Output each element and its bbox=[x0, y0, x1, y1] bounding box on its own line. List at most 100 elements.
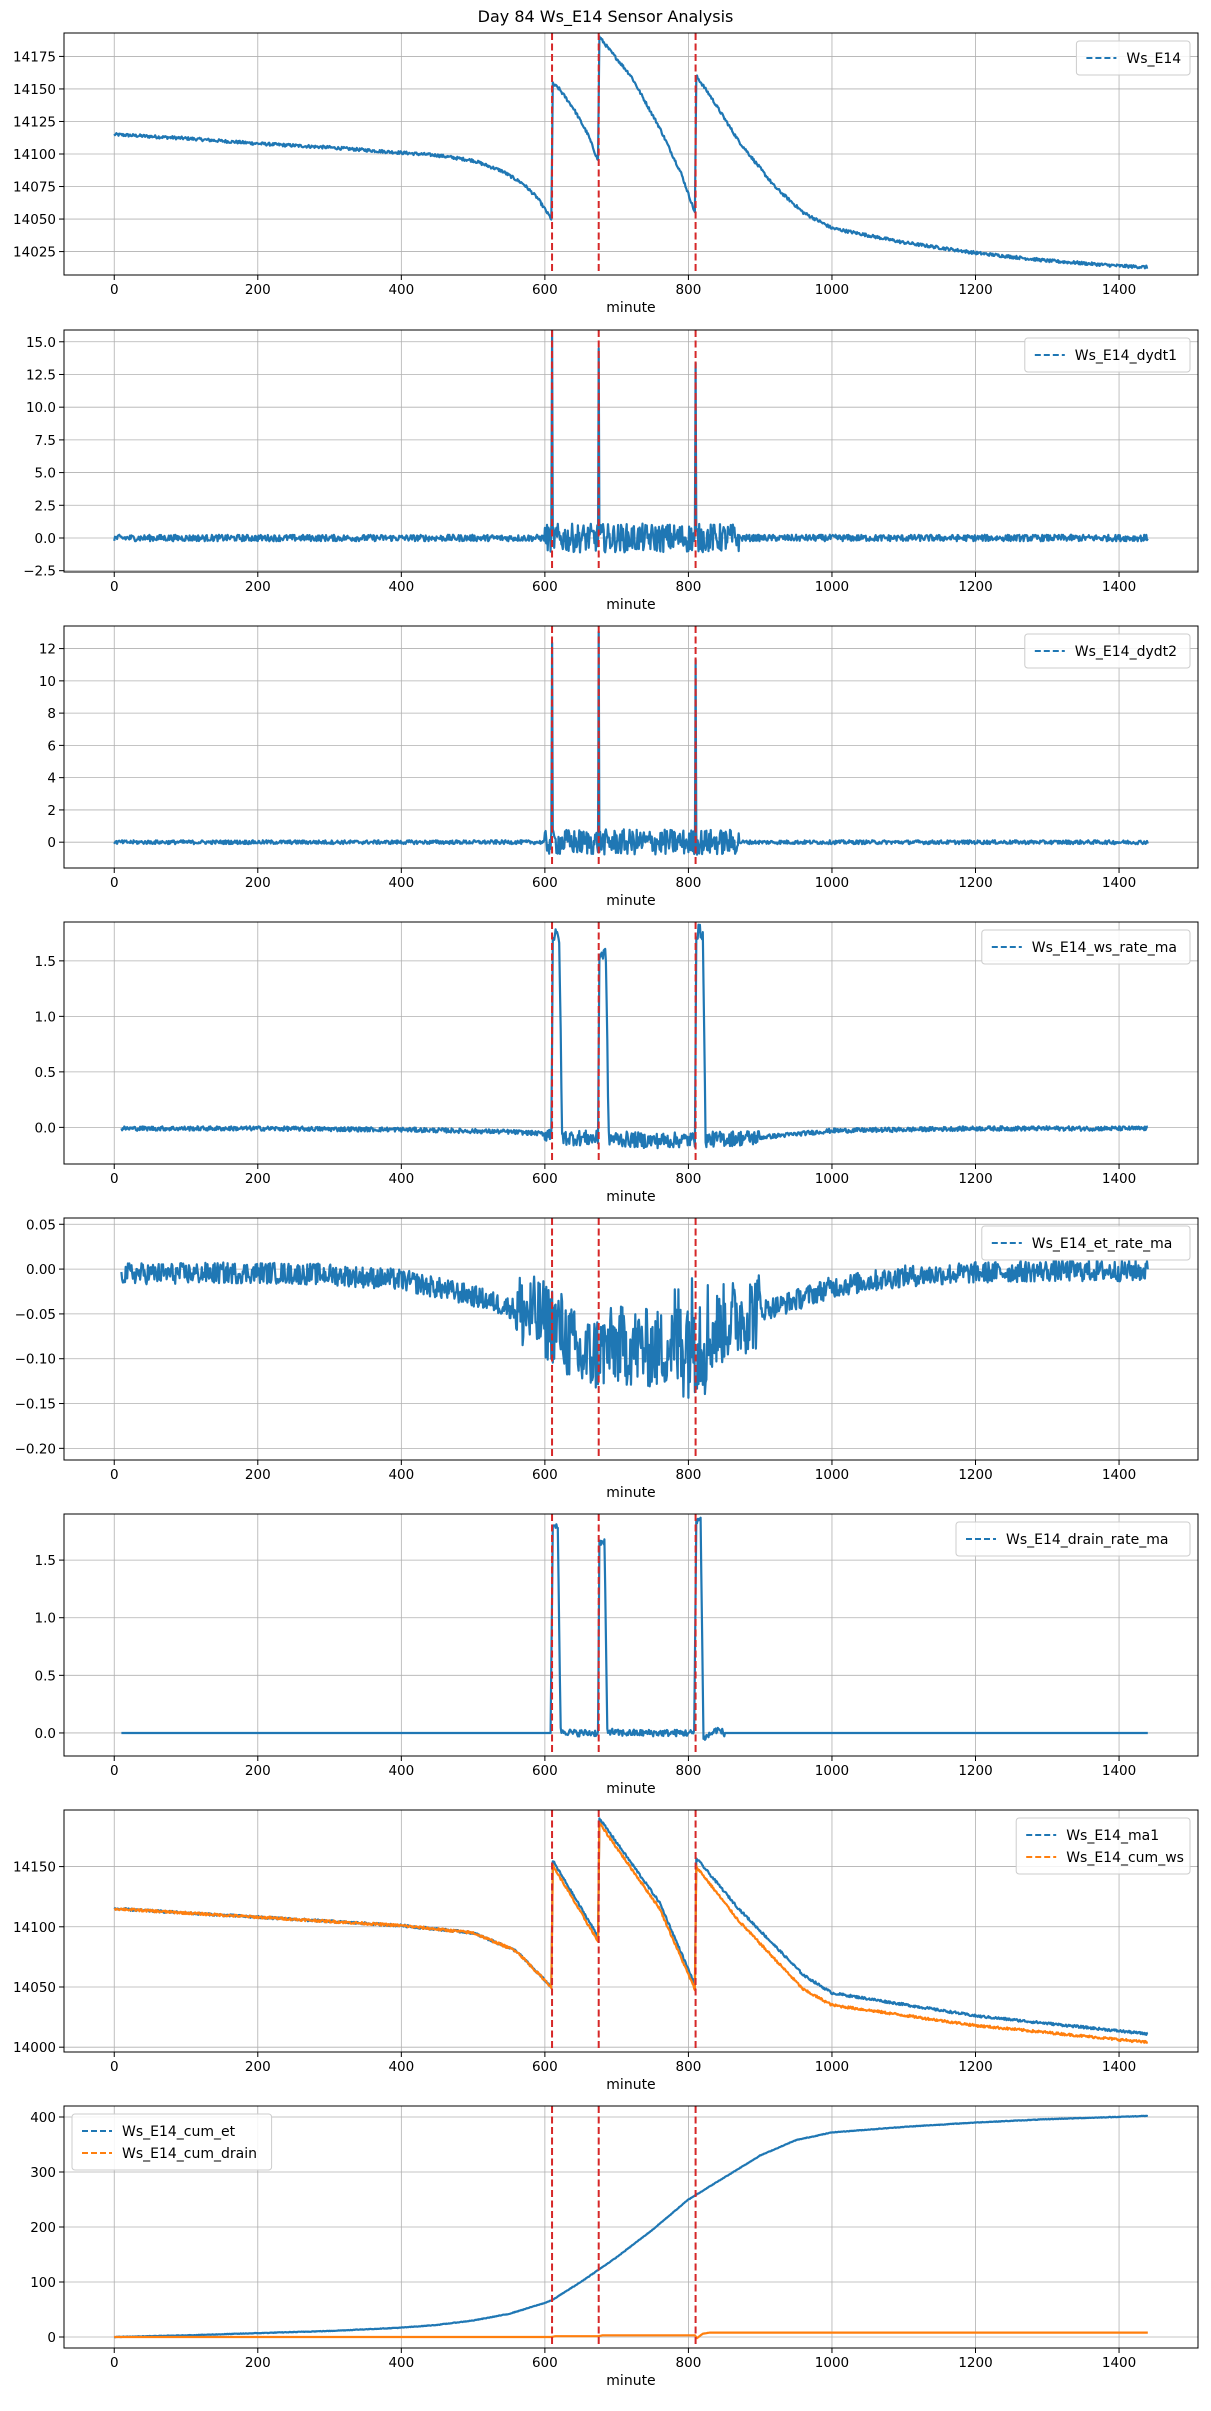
y-tick-label: 0 bbox=[47, 835, 56, 851]
axes-frame bbox=[63, 1513, 1199, 1757]
legend-box bbox=[1024, 633, 1191, 669]
y-tick-label: 0.0 bbox=[35, 1726, 56, 1742]
gridlines bbox=[64, 1514, 1198, 1756]
x-tick-label: 1400 bbox=[1102, 282, 1136, 298]
x-tick-label: 1400 bbox=[1102, 2059, 1136, 2075]
axes-frame bbox=[63, 625, 1199, 869]
panel-8: 0 200 400 600 800 1000 1200 1400 0 100 200 300 400 mi… bbox=[30, 2105, 1199, 2389]
x-tick-label: 200 bbox=[245, 1171, 271, 1187]
x-tick-label: 200 bbox=[245, 875, 271, 891]
x-tick-label: 600 bbox=[532, 1763, 558, 1779]
y-tick-label: 1.5 bbox=[35, 954, 56, 970]
x-tick-label: 1200 bbox=[958, 875, 992, 891]
y-tick-label: 14025 bbox=[13, 245, 56, 261]
legend-entry: Ws_E14_ma1 bbox=[1066, 1828, 1159, 1844]
legend: Ws_E14 bbox=[1075, 40, 1191, 76]
y-tick-label: 7.5 bbox=[35, 433, 56, 449]
x-tick-label: 200 bbox=[245, 1467, 271, 1483]
x-tick-label: 600 bbox=[532, 282, 558, 298]
legend-entry: Ws_E14_dydt2 bbox=[1075, 644, 1177, 660]
x-tick-label: 0 bbox=[110, 875, 119, 891]
x-tick-label: 1000 bbox=[815, 2355, 849, 2371]
y-tick-label: 15.0 bbox=[26, 335, 56, 351]
y-tick-label: 0.5 bbox=[35, 1668, 56, 1684]
legend-entry: Ws_E14_cum_ws bbox=[1066, 1850, 1184, 1866]
y-tick-label: 300 bbox=[30, 2165, 56, 2181]
x-tick-label: 0 bbox=[110, 282, 119, 298]
y-tick-label: 14150 bbox=[13, 82, 56, 98]
y-tick-label: 0.05 bbox=[26, 1217, 56, 1233]
y-tick-label: 12 bbox=[39, 642, 56, 658]
legend-entry: Ws_E14_dydt1 bbox=[1075, 348, 1177, 364]
series-line-Ws_E14_dydt2 bbox=[113, 630, 1149, 856]
panel-7: 0 200 400 600 800 1000 1200 1400 14000 14050 14100… bbox=[13, 1809, 1199, 2093]
y-tick-label: 5.0 bbox=[35, 466, 56, 482]
y-tick-label: −2.5 bbox=[23, 564, 56, 580]
x-tick-label: 1200 bbox=[958, 579, 992, 595]
series-line-Ws_E14_cum_et bbox=[113, 2114, 1149, 2339]
x-tick-label: 400 bbox=[388, 1171, 414, 1187]
x-tick-label: 0 bbox=[110, 1467, 119, 1483]
y-tick-label: 8 bbox=[47, 706, 56, 722]
legend-box bbox=[981, 929, 1191, 965]
legend-box bbox=[955, 1521, 1191, 1557]
x-tick-label: 400 bbox=[388, 1467, 414, 1483]
x-tick-label: 600 bbox=[532, 2059, 558, 2075]
x-tick-label: 800 bbox=[676, 1763, 702, 1779]
x-tick-label: 800 bbox=[676, 2059, 702, 2075]
x-tick-label: 0 bbox=[110, 1171, 119, 1187]
legend-entry: Ws_E14_ws_rate_ma bbox=[1032, 940, 1177, 956]
y-tick-label: −0.10 bbox=[15, 1352, 56, 1368]
series-line-Ws_E14_dydt1 bbox=[113, 330, 1149, 554]
x-tick-label: 400 bbox=[388, 1763, 414, 1779]
y-tick-label: 10 bbox=[39, 674, 56, 690]
x-tick-label: 1200 bbox=[958, 282, 992, 298]
legend-entry: Ws_E14_et_rate_ma bbox=[1032, 1236, 1173, 1252]
y-tick-label: −0.20 bbox=[15, 1441, 56, 1457]
x-tick-label: 400 bbox=[388, 2059, 414, 2075]
x-tick-label: 200 bbox=[245, 282, 271, 298]
legend: Ws_E14_drain_rate_ma bbox=[955, 1521, 1191, 1557]
x-tick-label: 1400 bbox=[1102, 2355, 1136, 2371]
y-tick-label: 14050 bbox=[13, 1980, 56, 1996]
legend: Ws_E14_ma1 Ws_E14_cum_ws bbox=[1015, 1817, 1191, 1875]
legend-box bbox=[1015, 1817, 1191, 1875]
x-tick-label: 1200 bbox=[958, 2355, 992, 2371]
x-axis-label: minute bbox=[606, 2077, 655, 2093]
legend: Ws_E14_et_rate_ma bbox=[981, 1225, 1191, 1261]
x-tick-label: 600 bbox=[532, 1467, 558, 1483]
axes-frame bbox=[63, 1809, 1199, 2053]
x-tick-label: 1400 bbox=[1102, 579, 1136, 595]
panel-4: 0 200 400 600 800 1000 1200 1400 0.0 0.5 1.0 1.5 min… bbox=[35, 921, 1199, 1205]
y-tick-label: 6 bbox=[47, 738, 56, 754]
y-tick-label: 2 bbox=[47, 803, 56, 819]
y-tick-label: 14000 bbox=[13, 2040, 56, 2056]
panel-5: 0 200 400 600 800 1000 1200 1400 −0.20 −0.15 −0.10… bbox=[15, 1217, 1199, 1501]
axes-frame bbox=[63, 329, 1199, 573]
y-tick-label: 12.5 bbox=[26, 367, 56, 383]
x-tick-label: 400 bbox=[388, 282, 414, 298]
y-tick-label: −0.05 bbox=[15, 1307, 56, 1323]
y-tick-label: 1.0 bbox=[35, 1611, 56, 1627]
x-tick-label: 200 bbox=[245, 2355, 271, 2371]
x-tick-label: 400 bbox=[388, 579, 414, 595]
y-tick-label: 14100 bbox=[13, 1920, 56, 1936]
y-tick-label: 1.5 bbox=[35, 1553, 56, 1569]
x-tick-label: 1200 bbox=[958, 1763, 992, 1779]
x-tick-label: 1200 bbox=[958, 1171, 992, 1187]
y-tick-label: 14050 bbox=[13, 212, 56, 228]
panel-6: 0 200 400 600 800 1000 1200 1400 0.0 0.5 1.0 1.5 min… bbox=[35, 1513, 1199, 1797]
legend-entry: Ws_E14_cum_drain bbox=[122, 2146, 257, 2162]
x-tick-label: 1400 bbox=[1102, 1171, 1136, 1187]
y-tick-label: 2.5 bbox=[35, 498, 56, 514]
y-tick-label: 4 bbox=[47, 771, 56, 787]
legend: Ws_E14_dydt1 bbox=[1024, 337, 1191, 373]
panel-3: 0 200 400 600 800 1000 1200 1400 0 2 4 6 8 10 12 minute… bbox=[39, 625, 1199, 909]
series-line-Ws_E14_et_rate_ma bbox=[120, 1259, 1149, 1399]
x-tick-label: 400 bbox=[388, 2355, 414, 2371]
x-tick-label: 600 bbox=[532, 875, 558, 891]
legend-entry: Ws_E14 bbox=[1126, 51, 1181, 67]
x-tick-label: 1400 bbox=[1102, 1763, 1136, 1779]
y-tick-label: 400 bbox=[30, 2110, 56, 2126]
